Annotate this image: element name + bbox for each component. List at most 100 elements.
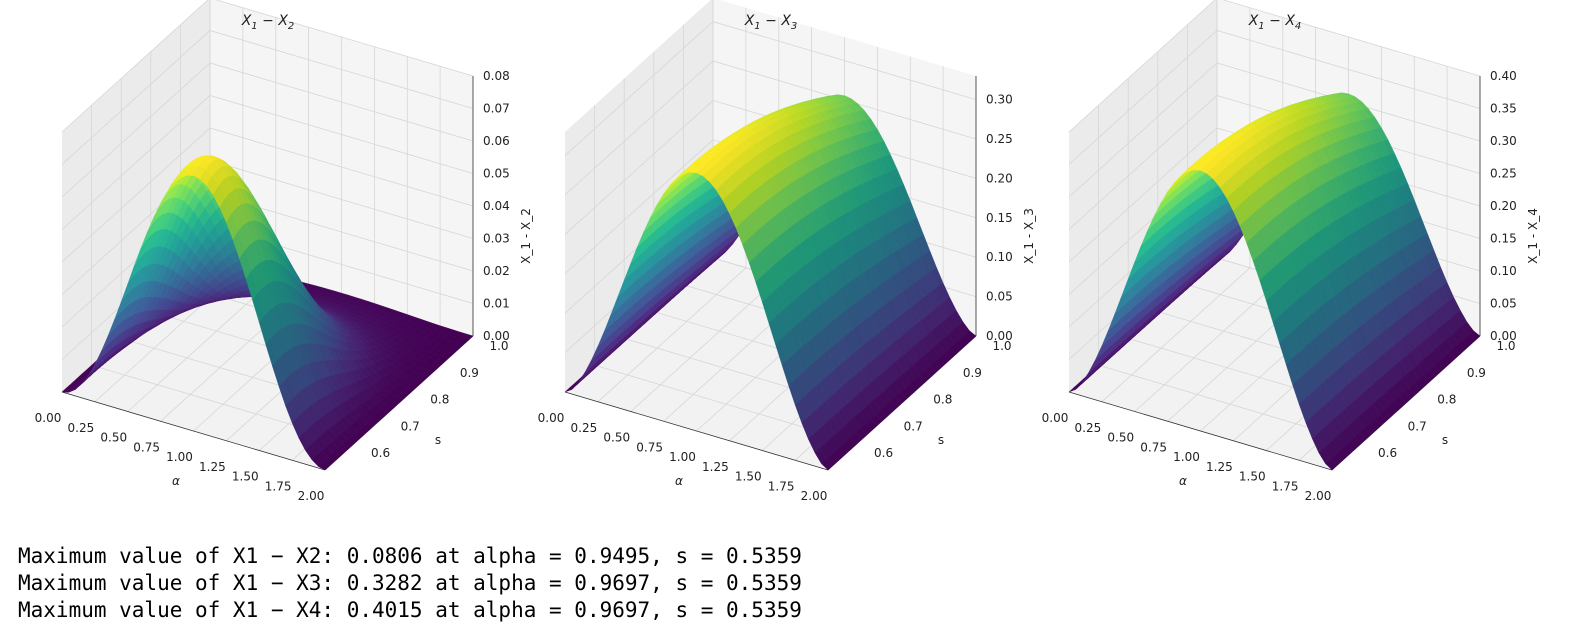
x-tick-label: 1.75 [1272,479,1299,493]
z-tick-label: 0.05 [986,290,1013,304]
output-line-3: Maximum value of X1 − X4: 0.4015 at alph… [18,598,802,622]
z-tick-label: 0.30 [1490,134,1517,148]
s-tick-label: 0.9 [460,366,479,380]
subplot-title: X1 − X2 [241,13,295,32]
x-tick-label: 1.75 [768,479,795,493]
gridline-z [61,0,474,133]
z-tick-label: 0.01 [483,297,510,311]
z-tick-label: 0.08 [483,69,510,83]
x-tick-label: 2.00 [1305,489,1332,503]
z-tick-label: 0.15 [986,211,1013,225]
x-tick-label: 1.25 [199,460,226,474]
s-tick-label: 0.8 [430,393,449,407]
x-tick-label: 1.25 [1206,460,1233,474]
z-tick-label: 0.06 [483,134,510,148]
gridline-z [564,60,977,196]
x-axis-line [564,391,829,471]
s-tick-label: 1.0 [992,339,1011,353]
z-tick-label: 0.25 [1490,167,1517,181]
gridline-z [61,62,474,198]
s-tick-label: 0.9 [1467,366,1486,380]
gridline-z [61,30,474,165]
gridline-z [1068,62,1481,198]
x-axis-label: α [172,474,180,488]
x-tick-label: 0.50 [100,431,127,445]
s-tick-label: 0.7 [401,419,420,433]
gridline-z [564,21,977,156]
surface [564,94,977,471]
x-tick-label: 0.00 [1042,411,1069,425]
gridline-z [1068,0,1481,133]
x-axis-label: α [675,474,683,488]
x-tick-label: 1.50 [1239,470,1266,484]
x-tick-label: 0.00 [35,411,62,425]
x-tick-label: 1.00 [166,450,193,464]
x-tick-label: 0.75 [133,440,160,454]
left-pane [565,0,713,392]
x-tick-label: 0.25 [1075,421,1102,435]
surface-patch [318,461,331,471]
z-axis-label: X_1 - X_3 [1022,208,1036,264]
surface-patch [1325,458,1338,471]
x-axis-line [1068,391,1333,471]
z-tick-label: 0.04 [483,199,510,213]
s-tick-label: 1.0 [1496,339,1515,353]
x-axis-label: α [1179,474,1187,488]
s-tick-label: 0.6 [371,446,390,460]
output-line-2: Maximum value of X1 − X3: 0.3282 at alph… [18,571,802,595]
gridline-z [1068,30,1481,165]
x-tick-label: 2.00 [298,489,325,503]
z-tick-label: 0.20 [986,171,1013,185]
output-line-1: Maximum value of X1 − X2: 0.0806 at alph… [18,544,802,568]
gridline-z [61,127,474,263]
z-tick-label: 0.25 [986,132,1013,146]
console-output: Maximum value of X1 − X2: 0.0806 at alph… [18,543,802,624]
z-tick-label: 0.30 [986,93,1013,107]
z-tick-label: 0.05 [1490,297,1517,311]
surface [61,155,474,471]
z-tick-label: 0.00 [1490,329,1517,343]
z-axis-label: X_1 - X_2 [519,208,533,264]
s-tick-label: 0.7 [904,419,923,433]
x-tick-label: 1.25 [702,460,729,474]
surface-patch [821,458,834,471]
x-tick-label: 1.50 [232,470,259,484]
z-tick-label: 0.05 [483,167,510,181]
x-tick-label: 1.00 [669,450,696,464]
z-tick-label: 0.02 [483,264,510,278]
x-tick-label: 0.50 [603,431,630,445]
s-tick-label: 0.6 [1378,446,1397,460]
z-tick-label: 0.07 [483,102,510,116]
subplot-title: X1 − X3 [744,13,798,32]
x-tick-label: 2.00 [801,489,828,503]
s-axis-label: s [1442,433,1448,447]
x-tick-label: 0.00 [538,411,565,425]
s-tick-label: 1.0 [489,339,508,353]
z-tick-label: 0.10 [986,250,1013,264]
z-tick-label: 0.35 [1490,102,1517,116]
z-tick-label: 0.10 [1490,264,1517,278]
x-axis-line [61,391,326,471]
z-tick-label: 0.00 [483,329,510,343]
z-tick-label: 0.00 [986,329,1013,343]
s-tick-label: 0.7 [1408,419,1427,433]
z-tick-label: 0.15 [1490,232,1517,246]
x-tick-label: 0.75 [1140,440,1167,454]
subplot-2: 0.00 0.25 0.50 0.75 1.00 1.25 1.50 1.75 2.00 0.6 0… [538,0,1036,503]
z-tick-label: 0.03 [483,232,510,246]
gridline-z [1068,95,1481,230]
z-axis-label: X_1 - X_4 [1526,208,1540,264]
s-tick-label: 0.8 [933,393,952,407]
subplot-title: X1 − X4 [1248,13,1302,32]
x-tick-label: 1.50 [735,470,762,484]
x-tick-label: 0.75 [636,440,663,454]
x-tick-label: 0.25 [571,421,598,435]
x-tick-label: 0.50 [1107,431,1134,445]
s-tick-label: 0.9 [963,366,982,380]
gridline-z [61,95,474,230]
s-tick-label: 0.8 [1437,393,1456,407]
s-tick-label: 0.6 [874,446,893,460]
z-tick-label: 0.20 [1490,199,1517,213]
subplot-3: 0.00 0.25 0.50 0.75 1.00 1.25 1.50 1.75 2.00 0.6 0… [1042,0,1540,503]
figure: 0.00 0.25 0.50 0.75 1.00 1.25 1.50 1.75 2.00 0.6 0… [35,0,1540,503]
